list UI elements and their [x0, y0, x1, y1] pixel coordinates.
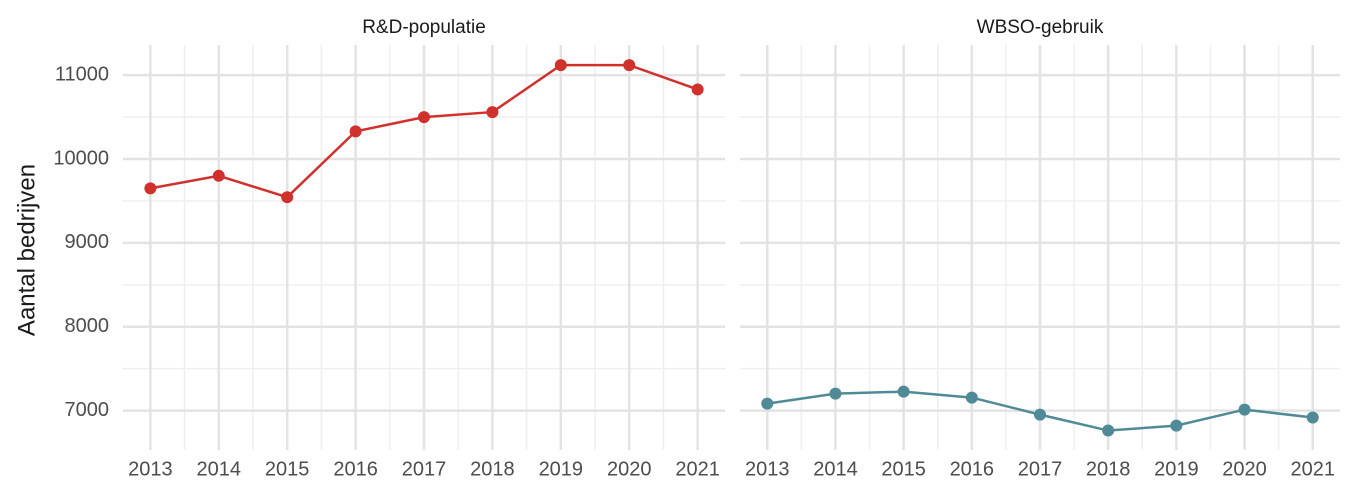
point: [144, 182, 157, 195]
point: [281, 191, 294, 204]
x-tick-label: 2013: [745, 458, 790, 480]
y-tick-label: 11000: [55, 63, 109, 85]
x-tick-label: 2020: [1222, 458, 1267, 480]
x-tick-label: 2013: [128, 458, 173, 480]
x-tick-label: 2019: [1154, 458, 1199, 480]
x-tick-label: 2016: [333, 458, 378, 480]
x-tick-label: 2014: [813, 458, 858, 480]
point: [761, 397, 774, 410]
point: [1102, 424, 1115, 437]
y-tick-label: 8000: [65, 315, 110, 337]
point: [486, 106, 499, 119]
point: [1238, 403, 1251, 416]
x-tick-label: 2021: [675, 458, 720, 480]
x-tick-label: 2018: [470, 458, 515, 480]
point: [1034, 408, 1046, 421]
x-tick-label: 2017: [1018, 458, 1063, 480]
point: [349, 125, 362, 138]
panel-title: WBSO-gebruik: [977, 17, 1104, 38]
x-tick-label: 2021: [1290, 458, 1335, 480]
point: [1306, 411, 1319, 424]
x-tick-label: 2016: [950, 458, 995, 480]
point: [623, 59, 636, 72]
y-tick-label: 9000: [65, 231, 110, 253]
x-tick-label: 2019: [539, 458, 584, 480]
y-axis-label: Aantal bedrijven: [13, 164, 40, 336]
x-tick-label: 2020: [607, 458, 652, 480]
point: [829, 387, 842, 400]
y-tick-label: 7000: [65, 399, 110, 421]
point: [965, 391, 978, 404]
point: [418, 111, 430, 124]
point: [691, 83, 704, 96]
panel-title: R&D-populatie: [362, 17, 486, 38]
y-tick-label: 10000: [53, 147, 109, 169]
point: [554, 59, 567, 72]
x-tick-label: 2014: [197, 458, 242, 480]
x-tick-label: 2018: [1086, 458, 1131, 480]
x-tick-label: 2015: [881, 458, 926, 480]
x-tick-label: 2015: [265, 458, 310, 480]
point: [1170, 419, 1183, 432]
point: [897, 385, 910, 398]
point: [212, 169, 225, 182]
x-tick-label: 2017: [402, 458, 447, 480]
